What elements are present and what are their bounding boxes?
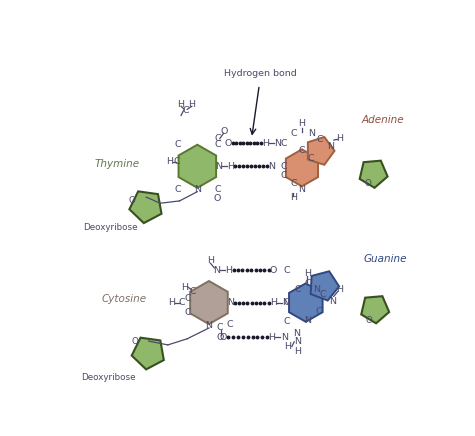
Text: N: N <box>206 321 212 330</box>
Polygon shape <box>311 271 339 300</box>
Text: Cytosine: Cytosine <box>102 294 147 304</box>
Text: C: C <box>284 317 291 326</box>
Polygon shape <box>308 137 334 165</box>
Text: N: N <box>330 296 336 306</box>
Text: C: C <box>304 279 311 288</box>
Text: C: C <box>281 171 287 180</box>
Text: C: C <box>308 154 314 163</box>
Text: H: H <box>294 347 301 356</box>
Text: Deoxyribose: Deoxyribose <box>81 373 135 382</box>
Text: C: C <box>299 146 305 155</box>
Text: N: N <box>293 329 300 338</box>
Text: H: H <box>270 298 277 307</box>
Text: H: H <box>336 285 343 294</box>
Text: C: C <box>175 140 181 149</box>
Polygon shape <box>132 337 164 369</box>
Text: C: C <box>227 320 233 329</box>
Text: H: H <box>285 342 292 351</box>
Polygon shape <box>360 161 388 188</box>
Text: C: C <box>190 286 196 296</box>
Polygon shape <box>190 281 228 324</box>
Text: N: N <box>282 298 289 307</box>
Text: N: N <box>194 185 201 194</box>
Text: C: C <box>283 298 290 307</box>
Text: N: N <box>294 337 301 346</box>
Text: N: N <box>227 298 234 307</box>
Text: O: O <box>214 194 221 203</box>
Text: H: H <box>226 266 233 275</box>
Text: N: N <box>275 139 281 148</box>
Text: Hydrogen bond: Hydrogen bond <box>225 69 297 78</box>
Text: N: N <box>298 185 305 194</box>
Text: C: C <box>185 308 191 317</box>
Text: N: N <box>304 316 311 325</box>
Text: H: H <box>268 333 275 342</box>
Text: C: C <box>280 162 287 171</box>
Text: H: H <box>207 256 214 265</box>
Text: C: C <box>281 139 287 148</box>
Text: O: O <box>131 337 138 346</box>
Text: O: O <box>221 127 228 136</box>
Text: C: C <box>295 285 302 294</box>
Text: C: C <box>174 157 180 166</box>
Text: N: N <box>213 266 220 275</box>
Text: H: H <box>168 298 175 307</box>
Text: C: C <box>290 129 297 138</box>
Text: O: O <box>366 316 373 325</box>
Text: H: H <box>181 283 189 292</box>
Text: N: N <box>327 142 334 151</box>
Text: O: O <box>270 266 277 275</box>
Text: C: C <box>284 266 291 275</box>
Text: Thymine: Thymine <box>94 159 139 169</box>
Text: H: H <box>227 162 234 171</box>
Text: N: N <box>216 162 222 171</box>
Polygon shape <box>179 145 216 188</box>
Text: C: C <box>214 140 221 149</box>
Text: H: H <box>298 119 305 129</box>
Text: O: O <box>364 179 371 188</box>
Text: H: H <box>262 139 269 148</box>
Text: C: C <box>316 135 323 144</box>
Text: C: C <box>179 298 185 307</box>
Text: H: H <box>290 193 297 201</box>
Text: C: C <box>214 185 221 194</box>
Text: N: N <box>313 285 320 294</box>
Polygon shape <box>361 296 389 324</box>
Polygon shape <box>129 191 162 223</box>
Text: O: O <box>220 333 228 342</box>
Text: H: H <box>166 157 173 166</box>
Text: C: C <box>320 290 326 300</box>
Text: H: H <box>178 100 185 109</box>
Text: H: H <box>304 269 311 278</box>
Text: H: H <box>336 134 343 143</box>
Text: C: C <box>290 179 297 188</box>
Text: N: N <box>268 162 275 171</box>
Text: N: N <box>308 129 315 138</box>
Text: C: C <box>316 307 323 316</box>
Text: H: H <box>189 100 195 109</box>
Text: O: O <box>216 333 224 342</box>
Text: Guanine: Guanine <box>363 254 407 264</box>
Text: C: C <box>214 134 221 143</box>
Polygon shape <box>286 150 318 186</box>
Text: C: C <box>175 185 181 194</box>
Text: C: C <box>217 324 223 333</box>
Text: O: O <box>129 196 136 204</box>
Text: O: O <box>225 139 232 148</box>
Polygon shape <box>289 283 323 322</box>
Text: N: N <box>281 333 288 342</box>
Text: C: C <box>185 294 191 303</box>
Text: C: C <box>182 106 189 116</box>
Text: Deoxyribose: Deoxyribose <box>83 223 137 232</box>
Text: Adenine: Adenine <box>361 115 404 125</box>
